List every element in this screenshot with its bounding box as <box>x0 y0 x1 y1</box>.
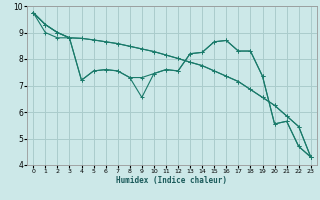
X-axis label: Humidex (Indice chaleur): Humidex (Indice chaleur) <box>116 176 228 185</box>
